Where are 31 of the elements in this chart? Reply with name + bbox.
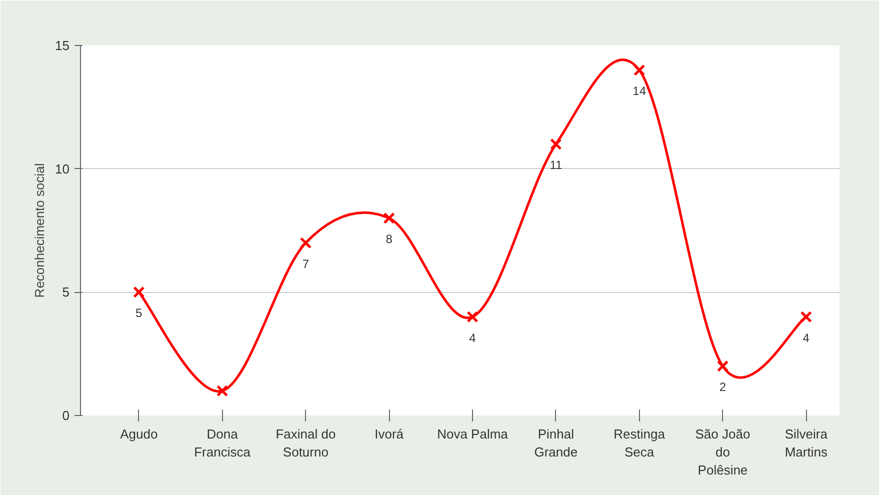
point <box>300 236 312 249</box>
point <box>633 64 646 76</box>
y-tick-label: 0 <box>62 408 70 423</box>
x-tick-label: Faxinal do Soturno <box>276 426 336 460</box>
y-tick-label: 10 <box>55 161 70 176</box>
x-tick-label: Pinhal Grande <box>534 426 578 460</box>
data-label: 2 <box>719 380 726 394</box>
point <box>383 212 395 224</box>
y-axis-title: Reconhecimento social <box>32 163 48 298</box>
y-tick-label: 5 <box>62 284 70 300</box>
x-tick-label: Dona Francisca <box>194 426 252 460</box>
point <box>800 310 812 323</box>
data-label: 8 <box>386 232 393 246</box>
data-label: 4 <box>469 330 476 345</box>
point <box>216 384 228 397</box>
x-tick-label: Silveira Martins <box>784 426 828 460</box>
x-tick-label: São João do Polêsine <box>695 426 750 478</box>
point <box>466 310 478 323</box>
y-tick-label: 15 <box>55 38 70 53</box>
point <box>133 286 145 298</box>
point <box>550 138 562 150</box>
data-label: 4 <box>802 330 810 345</box>
data-label: 11 <box>550 158 562 172</box>
x-tick-label: Ivorá <box>374 426 404 442</box>
x-tick-label: Restinga Seca <box>614 426 666 460</box>
data-label: 5 <box>136 306 143 320</box>
data-label: 7 <box>302 256 310 271</box>
data-label: 14 <box>632 84 646 98</box>
x-tick-label: Nova Palma <box>437 426 509 442</box>
x-tick-label: Agudo <box>120 426 158 442</box>
point <box>716 360 729 372</box>
